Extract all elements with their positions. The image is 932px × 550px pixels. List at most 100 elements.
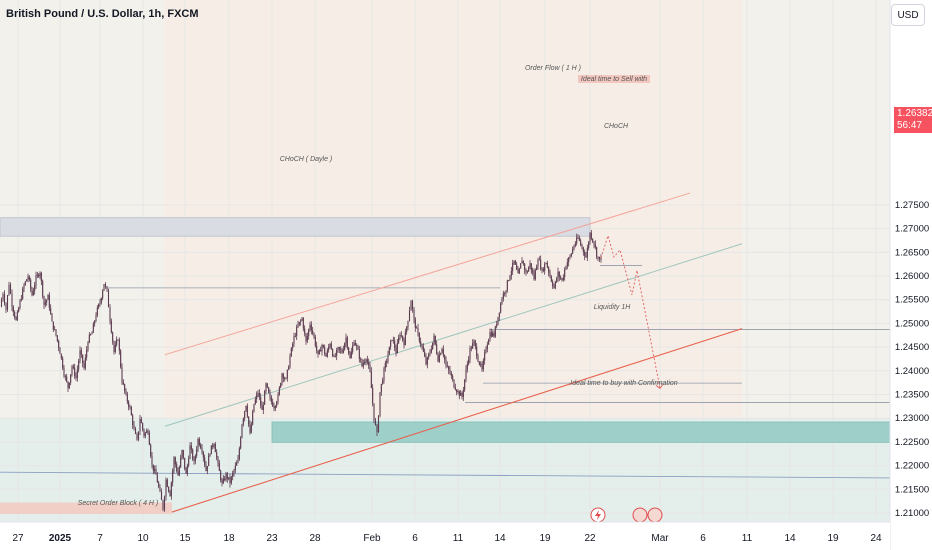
candle-body <box>468 359 470 364</box>
candle-body <box>309 324 311 330</box>
candle-body <box>250 424 252 433</box>
candle-body <box>242 418 244 425</box>
candle-body <box>260 397 262 406</box>
price-tick-label: 1.25000 <box>895 318 929 329</box>
candle-body <box>564 269 566 278</box>
candle-body <box>276 402 278 407</box>
time-tick-label: 2025 <box>49 533 72 544</box>
candle-body <box>290 347 292 357</box>
candle-body <box>264 390 266 405</box>
candle-body <box>230 476 232 484</box>
candle-body <box>265 383 267 391</box>
candle-body <box>270 397 272 402</box>
candle-body <box>296 327 298 336</box>
candle-body <box>269 392 271 398</box>
candle-body <box>340 349 342 351</box>
candle-body <box>56 335 58 341</box>
price-tick-label: 1.27500 <box>895 200 929 211</box>
candle-body <box>321 344 323 352</box>
candle-body <box>266 383 268 388</box>
candle-body <box>159 486 161 492</box>
candle-body <box>210 445 212 455</box>
candle-body <box>369 365 371 372</box>
candle-body <box>126 394 128 402</box>
candle-body <box>546 262 548 268</box>
candle-body <box>566 262 568 267</box>
candle-body <box>537 259 539 267</box>
liquidity-label: Liquidity 1H <box>594 304 632 311</box>
candle-body <box>432 342 434 350</box>
candle-body <box>180 457 182 468</box>
candle-body <box>589 232 591 243</box>
candle-body <box>374 420 377 425</box>
candle-body <box>489 332 491 340</box>
candle-body <box>14 312 16 318</box>
candle-body <box>241 424 243 438</box>
candle-body <box>201 448 203 452</box>
candle-body <box>488 339 490 345</box>
buy-zone-label: Ideal time to buy with Confirmation <box>570 380 677 387</box>
candle-body <box>254 399 256 405</box>
candle-body <box>438 354 440 362</box>
time-tick-label: 28 <box>309 533 321 544</box>
candle-body <box>313 333 315 337</box>
candle-body <box>76 369 78 378</box>
candle-body <box>461 392 463 397</box>
candle-body <box>377 415 380 433</box>
candle-body <box>286 369 288 379</box>
candle-body <box>417 327 419 334</box>
candle-body <box>139 419 141 432</box>
candle-body <box>460 392 462 396</box>
currency-selector[interactable]: USD <box>891 4 925 26</box>
price-tick-label: 1.22000 <box>895 461 929 472</box>
candle-body <box>8 284 10 296</box>
candle-body <box>598 256 601 259</box>
candle-body <box>494 326 496 337</box>
candle-body <box>169 491 171 497</box>
candle-body <box>425 356 427 365</box>
candle-body <box>562 277 564 281</box>
candle-body <box>411 300 414 310</box>
candle-body <box>155 469 157 475</box>
candle-body <box>114 344 116 352</box>
candle-body <box>125 390 127 395</box>
candle-body <box>246 405 248 417</box>
candle-body <box>220 470 222 481</box>
time-tick-label: 27 <box>12 533 24 544</box>
time-tick-label: Mar <box>651 533 669 544</box>
candle-body <box>268 387 270 393</box>
candle-body <box>342 349 344 353</box>
bar-countdown: 56:47 <box>897 120 923 131</box>
candle-body <box>214 444 216 453</box>
price-tick-label: 1.25500 <box>895 295 929 306</box>
candle-body <box>64 375 66 377</box>
candle-body <box>36 274 38 276</box>
candle-body <box>569 256 571 258</box>
candle-body <box>58 340 60 348</box>
candle-body <box>94 320 96 324</box>
candle-body <box>16 311 18 321</box>
candle-body <box>429 352 431 355</box>
candle-body <box>570 253 572 257</box>
candle-body <box>306 336 308 342</box>
candle-body <box>245 405 247 412</box>
projection-arrowhead <box>655 384 664 389</box>
candle-body <box>400 334 402 336</box>
candle-body <box>9 284 12 294</box>
candle-body <box>198 439 200 446</box>
candle-body <box>305 333 307 342</box>
candle-body <box>43 296 45 305</box>
candle-body <box>361 359 363 367</box>
event-us-icon <box>632 507 648 523</box>
candle-body <box>209 454 211 456</box>
candle-body <box>362 363 364 367</box>
candle-body <box>274 406 276 409</box>
candle-body <box>92 323 94 333</box>
candle-body <box>84 357 86 369</box>
candle-body <box>34 285 36 291</box>
candle-body <box>356 345 358 347</box>
candle-body <box>482 360 484 370</box>
candle-body <box>233 469 235 474</box>
candle-body <box>170 482 172 497</box>
